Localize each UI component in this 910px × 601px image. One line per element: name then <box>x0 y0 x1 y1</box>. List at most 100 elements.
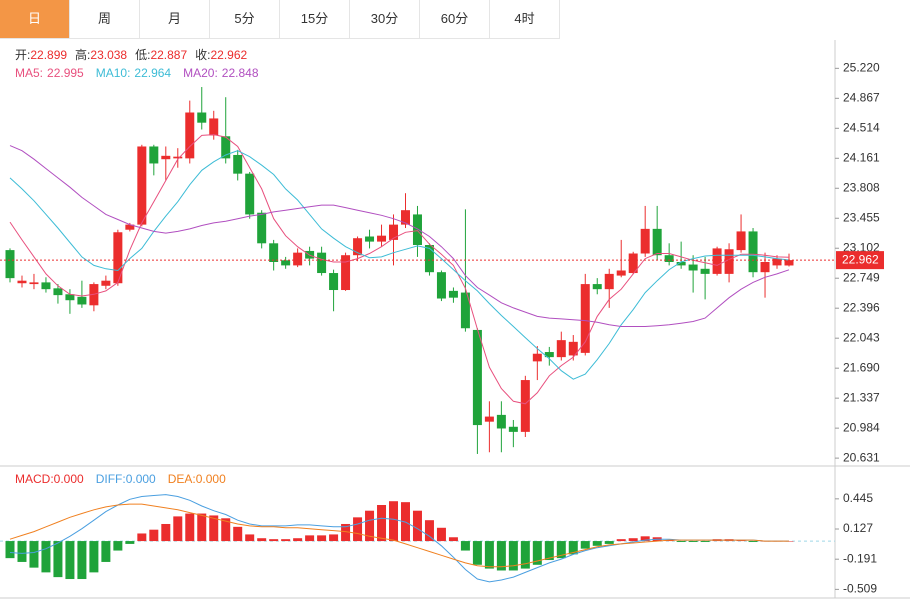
macd-bar <box>329 534 339 542</box>
candle-body <box>113 232 123 284</box>
y-tick-label: 0.127 <box>843 521 873 535</box>
period-tab[interactable]: 5分 <box>210 0 280 38</box>
y-tick-label: 22.043 <box>843 330 880 344</box>
candle-body <box>5 250 15 279</box>
ohlc-value: 22.887 <box>150 48 187 62</box>
candle-body <box>317 252 327 274</box>
macd-bar <box>496 541 506 571</box>
macd-bar <box>77 541 87 580</box>
ohlc-info: 开:22.899 高:23.038 低:22.887 收:22.962 <box>15 47 248 62</box>
macd-bar <box>532 541 542 565</box>
candle-body <box>365 236 375 242</box>
candle-body <box>628 253 638 274</box>
macd-line <box>9 494 789 583</box>
legend-name: MA20: <box>183 66 218 80</box>
candle-body <box>664 255 674 262</box>
candle-body <box>233 154 243 174</box>
candle-body <box>65 294 75 301</box>
candle-body <box>748 231 758 273</box>
macd-bar <box>748 541 758 543</box>
y-tick-label: 20.984 <box>843 420 880 434</box>
candle-body <box>592 284 602 290</box>
macd-bar <box>305 535 315 542</box>
candle-body <box>556 340 566 358</box>
y-tick-label: -0.509 <box>843 582 877 596</box>
y-tick-label: 23.102 <box>843 240 880 254</box>
macd-bar <box>676 541 686 543</box>
legend-name: MA5: <box>15 66 43 80</box>
candle-body <box>544 352 554 358</box>
macd-bar <box>233 526 243 542</box>
candle-body <box>389 224 399 240</box>
candle-body <box>688 264 698 271</box>
y-tick-label: 23.808 <box>843 180 880 194</box>
y-tick-label: 24.161 <box>843 150 880 164</box>
ohlc-value: 23.038 <box>90 48 127 62</box>
macd-bar <box>365 510 375 542</box>
legend-value: 0.000 <box>196 472 226 486</box>
ma-line <box>9 145 790 327</box>
period-tab[interactable]: 月 <box>140 0 210 38</box>
macd-bar <box>113 541 123 551</box>
macd-bar <box>389 501 399 542</box>
tab-bar: 日周月 5分 15分 30分 60分 4时 <box>0 0 560 39</box>
ohlc-name: 开: <box>15 48 30 62</box>
candle-body <box>604 273 614 290</box>
macd-bar <box>245 534 255 542</box>
macd-line <box>9 503 789 568</box>
ohlc-value: 22.962 <box>210 48 247 62</box>
ohlc-name: 高: <box>75 47 90 62</box>
y-tick-label: 20.631 <box>843 450 880 464</box>
candle-body <box>760 261 770 273</box>
candle-body <box>508 426 518 432</box>
candle-body <box>257 212 267 244</box>
y-tick-label: 24.867 <box>843 90 880 104</box>
y-tick-label: 21.337 <box>843 390 880 404</box>
legend-name: DIFF: <box>96 472 126 486</box>
candle-body <box>53 288 63 296</box>
y-tick-label: 22.749 <box>843 270 880 284</box>
period-tab[interactable]: 30分 <box>350 0 420 38</box>
macd-bar <box>317 535 327 542</box>
period-tab[interactable]: 4时 <box>490 0 560 38</box>
macd-bar <box>640 536 650 542</box>
candle-body <box>185 112 195 159</box>
macd-bar <box>448 537 458 542</box>
candle-body <box>149 146 159 164</box>
macd-bar <box>700 541 710 543</box>
macd-bar <box>89 541 99 573</box>
candle-body <box>377 235 387 242</box>
legend-value: 0.000 <box>54 472 84 486</box>
macd-bar <box>436 527 446 542</box>
legend-value: 22.995 <box>47 66 84 80</box>
candle-body <box>281 260 291 266</box>
candle-body <box>460 292 470 329</box>
candle-body <box>17 280 27 284</box>
candle-body <box>412 214 422 246</box>
ohlc-value: 22.899 <box>30 48 67 62</box>
macd-legend: MACD:0.000 DIFF:0.000 DEA:0.000 <box>15 472 226 486</box>
macd-bar <box>149 529 159 542</box>
candle-body <box>580 284 590 353</box>
candle-body <box>772 258 782 266</box>
legend-name: DEA: <box>168 472 196 486</box>
candle-body <box>221 136 231 159</box>
candle-body <box>245 173 255 215</box>
period-tab[interactable]: 60分 <box>420 0 490 38</box>
macd-bar <box>221 518 231 542</box>
macd-bar <box>185 513 195 542</box>
period-tab[interactable]: 日 <box>0 0 70 38</box>
candle-body <box>29 282 39 285</box>
period-tab[interactable]: 周 <box>70 0 140 38</box>
macd-bar <box>604 541 614 544</box>
period-tab[interactable]: 15分 <box>280 0 350 38</box>
macd-bar <box>161 523 171 542</box>
macd-bar <box>568 541 578 555</box>
y-tick-label: 25.220 <box>843 61 880 75</box>
macd-bar <box>101 541 111 562</box>
candle-body <box>712 248 722 274</box>
macd-bar <box>412 510 422 542</box>
macd-bar <box>281 539 291 542</box>
ma-legend: MA5: 22.995 MA10: 22.964 MA20: 22.848 <box>15 66 259 80</box>
